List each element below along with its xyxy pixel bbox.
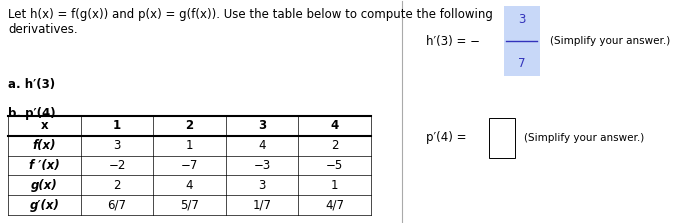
Text: b. p′(4): b. p′(4) — [8, 107, 56, 120]
FancyBboxPatch shape — [489, 118, 515, 158]
Text: 4/7: 4/7 — [326, 199, 344, 212]
FancyBboxPatch shape — [505, 6, 540, 76]
Text: 1: 1 — [331, 179, 338, 192]
Text: p′(4) =: p′(4) = — [426, 131, 466, 145]
Text: 3: 3 — [258, 179, 266, 192]
Text: a. h′(3): a. h′(3) — [8, 78, 55, 91]
Text: 5/7: 5/7 — [180, 199, 199, 212]
Text: 1: 1 — [113, 119, 121, 132]
Text: 7: 7 — [519, 57, 526, 70]
Text: 6/7: 6/7 — [108, 199, 127, 212]
Text: (Simplify your answer.): (Simplify your answer.) — [550, 36, 671, 46]
Text: 3: 3 — [113, 139, 120, 152]
Text: 2: 2 — [331, 139, 338, 152]
Text: f ′(x): f ′(x) — [29, 159, 60, 172]
Text: 4: 4 — [330, 119, 339, 132]
Text: 1/7: 1/7 — [253, 199, 272, 212]
Text: 2: 2 — [186, 119, 194, 132]
Text: −5: −5 — [326, 159, 343, 172]
Text: 4: 4 — [258, 139, 266, 152]
Text: 2: 2 — [113, 179, 121, 192]
Text: −3: −3 — [253, 159, 271, 172]
Text: f(x): f(x) — [33, 139, 56, 152]
Text: 1: 1 — [186, 139, 193, 152]
Text: 4: 4 — [186, 179, 193, 192]
Text: Let h(x) = f(g(x)) and p(x) = g(f(x)). Use the table below to compute the follow: Let h(x) = f(g(x)) and p(x) = g(f(x)). U… — [8, 8, 493, 36]
Text: 3: 3 — [519, 12, 526, 25]
Text: −2: −2 — [108, 159, 126, 172]
Text: −7: −7 — [181, 159, 198, 172]
Text: (Simplify your answer.): (Simplify your answer.) — [524, 133, 644, 143]
Text: 3: 3 — [258, 119, 266, 132]
Text: g′(x): g′(x) — [29, 199, 60, 212]
Text: h′(3) = −: h′(3) = − — [426, 35, 480, 47]
Text: x: x — [41, 119, 48, 132]
Text: g(x): g(x) — [31, 179, 58, 192]
